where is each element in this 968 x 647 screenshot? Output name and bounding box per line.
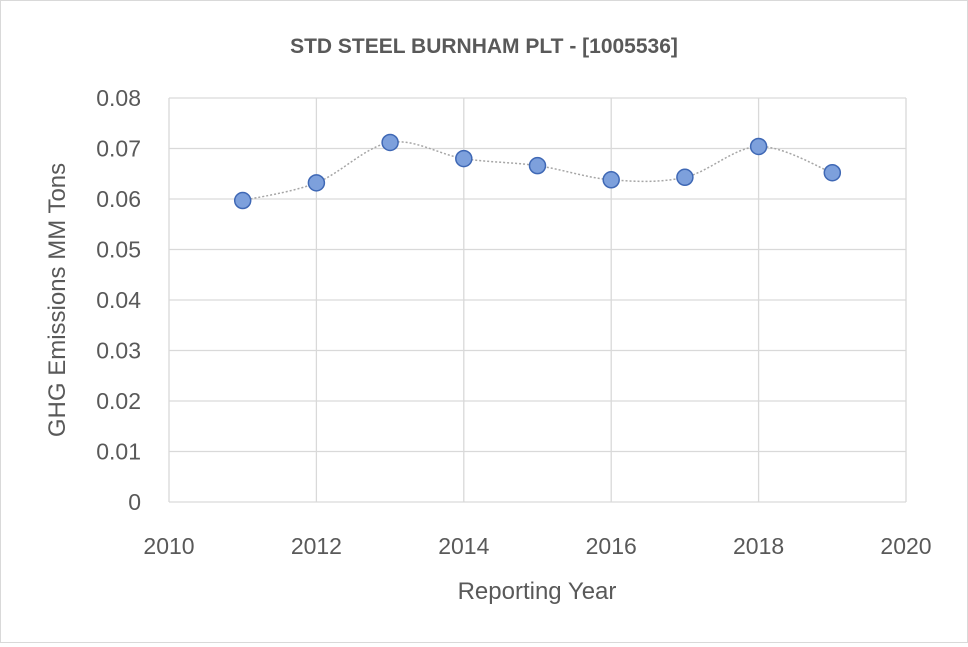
data-point [528,156,547,175]
x-tick-label: 2020 [880,533,931,559]
data-points [233,133,842,210]
y-axis-label: GHG Emissions MM Tons [44,163,71,437]
x-tick-label: 2010 [143,533,194,559]
data-point [455,149,473,168]
y-tick-label: 0 [128,489,141,515]
y-tick-label: 0.01 [96,439,141,465]
x-tick-label: 2014 [438,533,489,559]
data-point [381,133,399,152]
y-tick-label: 0.04 [96,287,141,313]
x-tick-label: 2012 [291,533,342,559]
tick-labels: 0 0.01 0.02 0.03 0.04 0.05 0.06 0.07 0.08 2010 201… [96,85,931,559]
x-axis-label: Reporting Year [458,578,617,605]
y-tick-label: 0.05 [96,237,141,263]
y-tick-label: 0.06 [96,186,141,212]
data-point [233,191,252,210]
data-point [749,137,768,156]
y-tick-label: 0.03 [96,338,141,364]
x-tick-label: 2016 [586,533,637,559]
data-point [823,163,842,182]
y-tick-label: 0.08 [96,85,141,111]
trend-line [242,141,833,202]
data-point [307,174,326,192]
data-point [602,171,620,189]
data-point [676,168,694,187]
chart-title: STD STEEL BURNHAM PLT - [1005536] [290,35,678,58]
y-tick-label: 0.02 [96,388,141,414]
x-tick-label: 2018 [733,533,784,559]
y-tick-label: 0.07 [96,136,141,162]
